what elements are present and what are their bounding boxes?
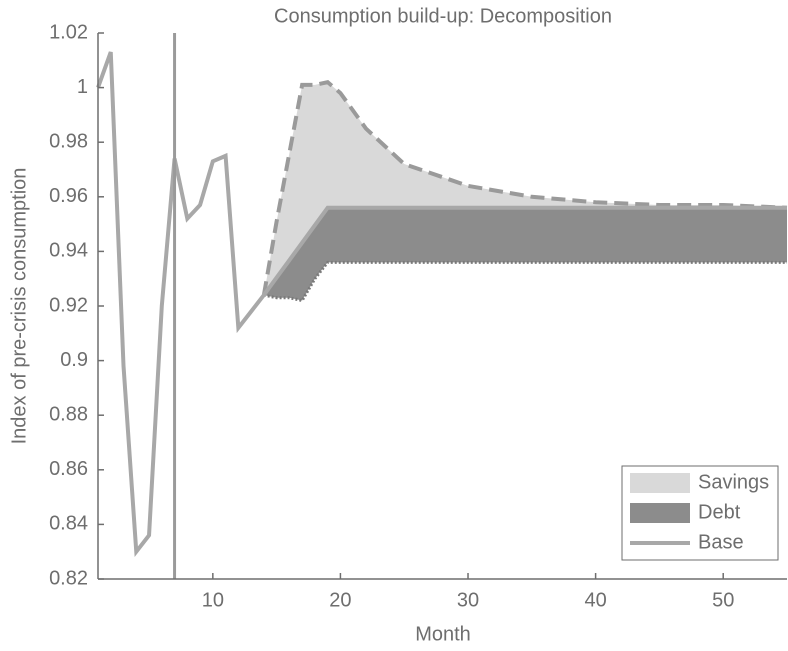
legend-swatch bbox=[630, 503, 690, 523]
chart-title: Consumption build-up: Decomposition bbox=[274, 5, 612, 27]
x-tick-label: 30 bbox=[457, 589, 479, 611]
y-tick-label: 1.02 bbox=[49, 21, 88, 43]
savings-area bbox=[263, 82, 787, 296]
legend-label: Debt bbox=[698, 501, 741, 523]
y-tick-label: 0.92 bbox=[49, 294, 88, 316]
x-axis-label: Month bbox=[415, 623, 471, 645]
y-tick-label: 0.96 bbox=[49, 185, 88, 207]
y-tick-label: 0.88 bbox=[49, 403, 88, 425]
y-tick-label: 0.94 bbox=[49, 240, 88, 262]
legend-label: Savings bbox=[698, 471, 769, 493]
x-tick-label: 40 bbox=[584, 589, 606, 611]
y-tick-label: 0.86 bbox=[49, 458, 88, 480]
y-tick-label: 0.82 bbox=[49, 567, 88, 589]
x-tick-label: 20 bbox=[329, 589, 351, 611]
savings-line bbox=[261, 79, 788, 296]
y-axis-label: Index of pre-crisis consumption bbox=[8, 168, 30, 445]
y-tick-label: 0.84 bbox=[49, 513, 88, 535]
legend-label: Base bbox=[698, 531, 744, 553]
legend-swatch bbox=[630, 473, 690, 493]
x-tick-label: 50 bbox=[712, 589, 734, 611]
debt-area bbox=[263, 207, 787, 301]
x-tick-label: 10 bbox=[202, 589, 224, 611]
debt-line bbox=[263, 260, 787, 303]
y-tick-label: 0.9 bbox=[60, 349, 88, 371]
y-tick-label: 1 bbox=[77, 76, 88, 98]
y-tick-label: 0.98 bbox=[49, 130, 88, 152]
base-line bbox=[96, 51, 787, 558]
